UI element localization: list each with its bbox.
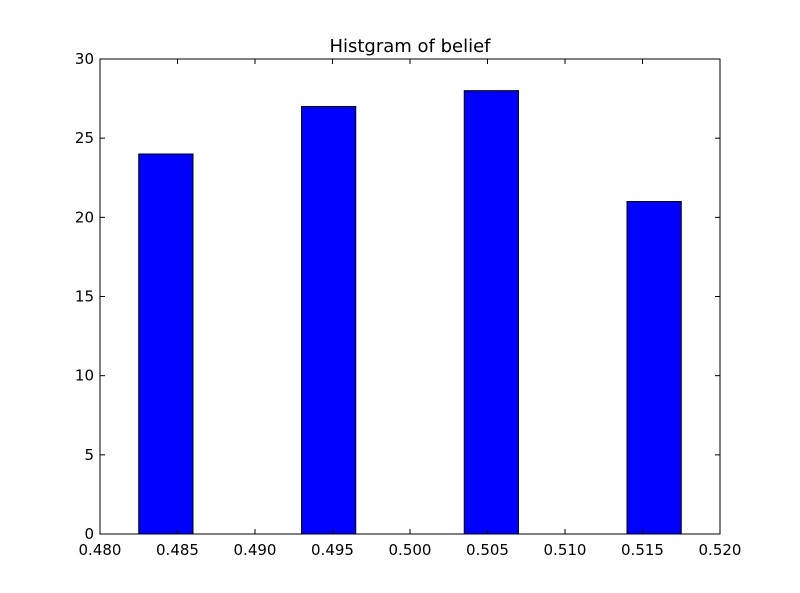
chart-title: Histgram of belief — [329, 36, 491, 57]
x-tick-label-6: 0.510 — [544, 541, 587, 559]
ticks-group: 0.480 0.485 0.490 0.495 0.500 0.505 0.510 0.515… — [75, 50, 742, 559]
bar-1 — [301, 106, 357, 535]
x-tick-label-5: 0.505 — [466, 541, 509, 559]
bar-3 — [626, 201, 682, 535]
y-tick-label-6: 30 — [75, 50, 94, 68]
bar-2 — [463, 90, 519, 535]
bars-group — [138, 90, 682, 535]
x-tick-label-8: 0.520 — [699, 541, 742, 559]
y-tick-label-4: 20 — [75, 208, 94, 226]
x-tick-label-2: 0.490 — [234, 541, 277, 559]
y-tick-label-1: 5 — [84, 446, 94, 464]
x-tick-label-0: 0.480 — [79, 541, 122, 559]
y-tick-label-0: 0 — [84, 525, 94, 543]
bar-0 — [138, 153, 194, 535]
y-tick-label-5: 25 — [75, 129, 94, 147]
x-tick-label-1: 0.485 — [156, 541, 199, 559]
x-tick-label-7: 0.515 — [621, 541, 664, 559]
x-tick-label-4: 0.500 — [389, 541, 432, 559]
y-tick-label-2: 10 — [75, 367, 94, 385]
x-tick-label-3: 0.495 — [311, 541, 354, 559]
y-tick-label-3: 15 — [75, 288, 94, 306]
